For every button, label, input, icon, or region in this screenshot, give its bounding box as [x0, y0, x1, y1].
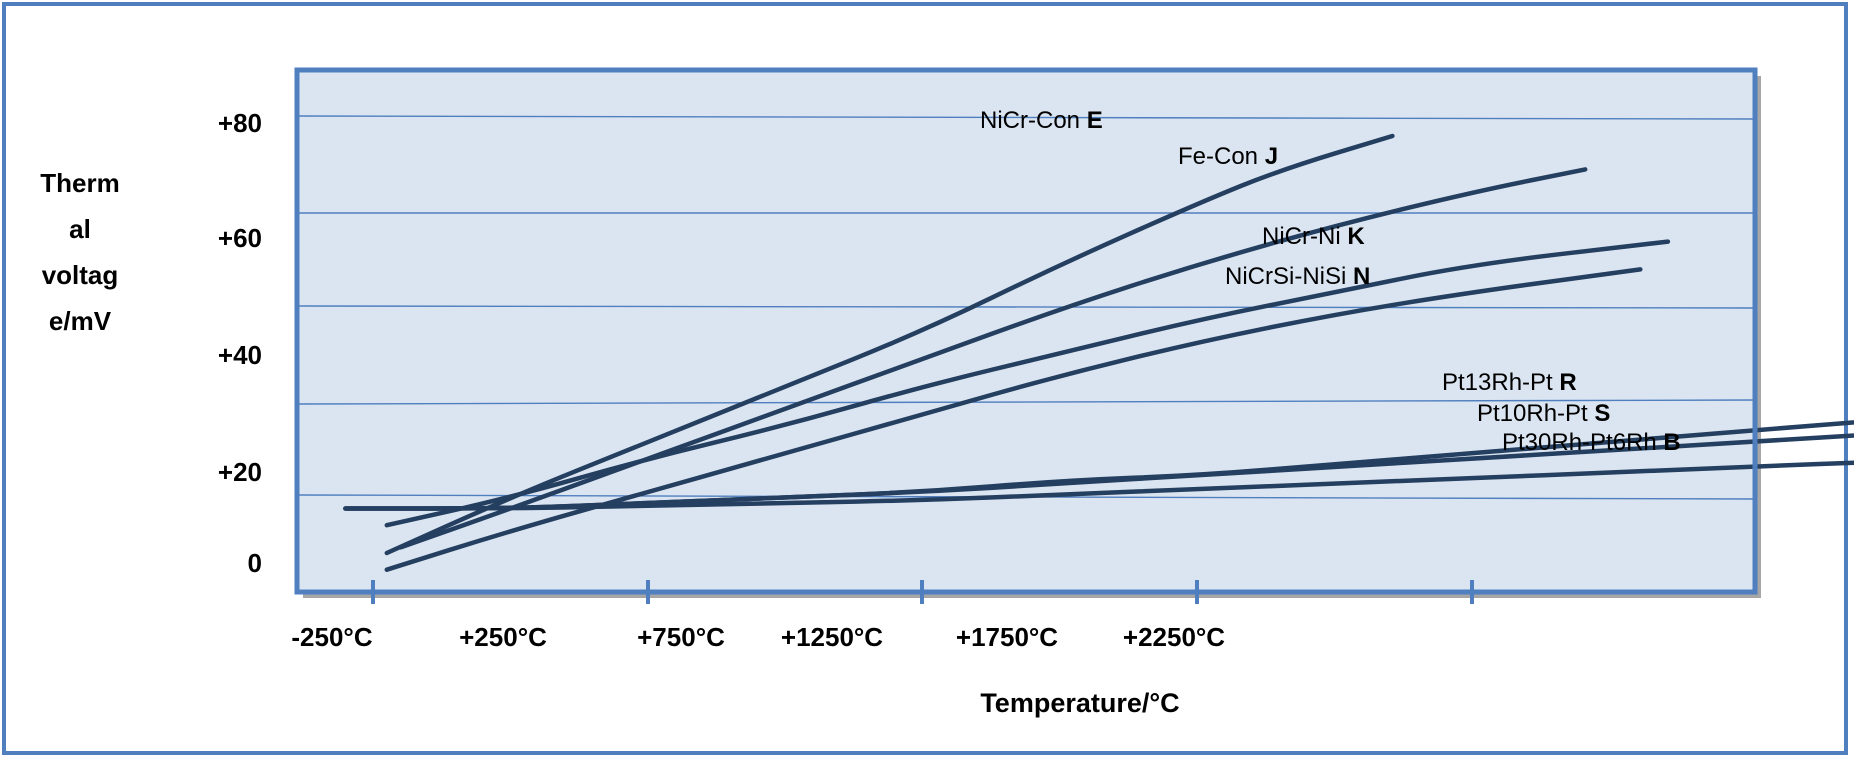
gridline-3 [296, 399, 1756, 405]
series-labels: NiCr-Con E Fe-Con J NiCr-Ni K NiCrSi-NiSi N… [980, 107, 1681, 456]
series-lines [343, 133, 1854, 572]
series-line-N [384, 267, 1643, 572]
x-tick-label: +1250°C [781, 622, 883, 652]
series-label-R: Pt13Rh-Pt R [1442, 369, 1577, 396]
y-tick-label: +60 [218, 223, 262, 253]
series-line-E [384, 133, 1395, 556]
plot-border-rect [294, 67, 1758, 595]
x-tick-label: +1750°C [956, 622, 1058, 652]
gridline-0 [296, 115, 1756, 120]
series-line-K [384, 239, 1671, 528]
x-tick-label: -250°C [291, 622, 372, 652]
grid-lines [296, 115, 1756, 500]
x-axis-label: Temperature/°C [980, 688, 1180, 718]
y-axis-label: Therm al voltag e/mV [40, 168, 120, 336]
series-label-J: Fe-Con J [1178, 143, 1278, 170]
x-tick-label: +750°C [637, 622, 725, 652]
y-tick-label: +40 [218, 340, 262, 370]
plot-border [294, 67, 1758, 595]
y-tick-label: +20 [218, 457, 262, 487]
series-label-S: Pt10Rh-Pt S [1477, 400, 1610, 427]
y-tick-label: +80 [218, 108, 262, 138]
series-label-E: NiCr-Con E [980, 107, 1103, 134]
series-line-B [343, 460, 1854, 511]
series-label-N: NiCrSi-NiSi N [1225, 263, 1370, 290]
plot-background [297, 70, 1755, 592]
plot-area [297, 70, 1755, 592]
x-axis-ticks [371, 580, 1474, 604]
series-label-B: Pt30Rh-Pt6Rh B [1502, 429, 1681, 456]
x-axis-tick-labels: -250°C +250°C +750°C +1250°C +1750°C +2250°C [291, 622, 1225, 652]
y-tick-label: 0 [248, 548, 262, 578]
x-tick-label: +2250°C [1123, 622, 1225, 652]
series-label-K: NiCr-Ni K [1262, 223, 1365, 250]
y-axis-tick-labels: 0 +20 +40 +60 +80 [218, 108, 262, 578]
series-line-J [398, 167, 1588, 550]
x-tick-label: +250°C [459, 622, 547, 652]
gridline-2 [296, 305, 1756, 309]
